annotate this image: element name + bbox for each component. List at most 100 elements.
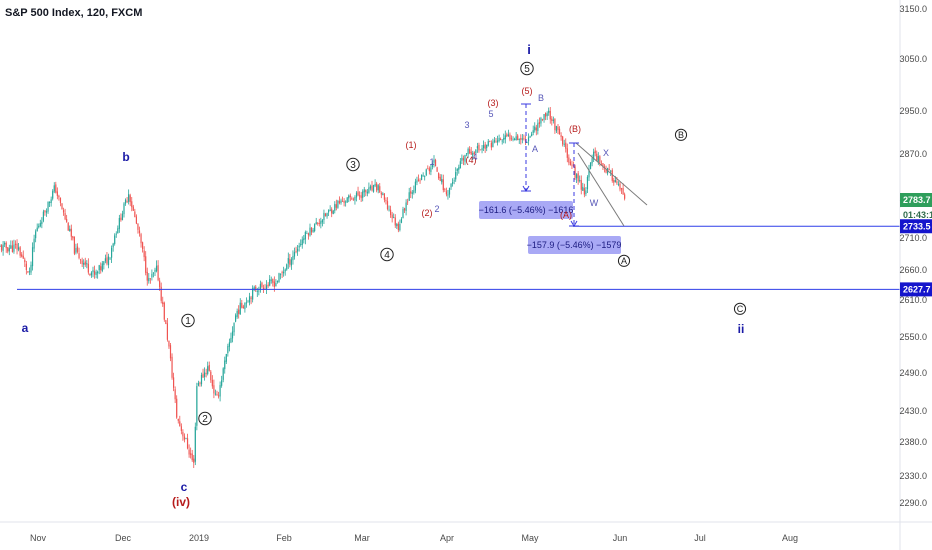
candle	[399, 219, 401, 232]
wave-label-circle-5-circle	[520, 61, 534, 76]
candle-body	[424, 176, 426, 178]
candle-body	[317, 223, 319, 225]
candle-body	[447, 194, 449, 196]
candle-body	[35, 231, 37, 239]
candle-body	[622, 188, 624, 195]
candle-body	[548, 110, 550, 113]
candle	[548, 107, 550, 116]
candle-body	[159, 280, 161, 288]
candle-body	[506, 134, 508, 137]
time-axis[interactable]: Nov Dec 2019 Feb Mar Apr May Jun Jul Aug	[0, 521, 932, 543]
candle	[469, 146, 471, 155]
candle	[0, 244, 3, 253]
candle-body	[483, 145, 485, 149]
candle-body	[297, 248, 299, 252]
candle	[202, 368, 204, 378]
candle-body	[374, 183, 376, 186]
candle	[205, 368, 207, 378]
candle	[244, 302, 246, 313]
candle	[64, 208, 66, 221]
candle-body	[328, 210, 330, 213]
candle-body	[179, 421, 181, 427]
chart-title: S&P 500 Index, 120, FXCM	[5, 7, 143, 19]
candle	[476, 142, 478, 153]
candle-body	[594, 150, 596, 154]
candle	[324, 212, 327, 217]
wave-label-c: c	[181, 480, 188, 494]
candle	[56, 187, 58, 200]
candle-body	[380, 192, 382, 195]
candle-body	[225, 353, 227, 362]
candle	[407, 198, 409, 205]
candle	[39, 219, 41, 228]
candle	[62, 207, 65, 216]
bar-countdown-tag-bg	[900, 208, 932, 222]
candle	[53, 182, 55, 194]
candle-body	[377, 185, 379, 191]
candle	[348, 194, 350, 203]
candle-body	[275, 282, 277, 287]
candle	[455, 167, 457, 182]
price-axis[interactable]: 3150.03050.02950.02870.02790.02710.02660…	[899, 0, 932, 550]
candle-body	[557, 126, 559, 130]
wave-label-minor-a: A	[532, 144, 538, 154]
candle-body	[93, 271, 96, 275]
candle-body	[132, 206, 134, 211]
candle	[552, 116, 554, 124]
candle	[216, 390, 218, 396]
candle	[486, 144, 488, 152]
candle-body	[526, 141, 528, 143]
candle	[481, 144, 483, 154]
candle-body	[617, 183, 620, 185]
candle-body	[554, 118, 556, 131]
candle-body	[586, 176, 589, 190]
candle-body	[351, 198, 353, 200]
wave-label-circle-1-circle	[181, 313, 195, 328]
candle	[408, 187, 410, 201]
candle	[320, 217, 322, 229]
candle-body	[310, 227, 313, 233]
candle-body	[41, 221, 43, 225]
candle	[5, 241, 7, 253]
candle-body	[276, 281, 279, 282]
measure-label-1: −161.6 (−5.46%) −1616	[479, 205, 574, 215]
candle-body	[233, 323, 235, 333]
candle-body	[259, 283, 261, 290]
candle-body	[428, 168, 430, 172]
candle	[163, 301, 165, 322]
candle	[351, 196, 353, 201]
candle-body	[118, 217, 120, 229]
candle-body	[31, 247, 34, 267]
candle	[571, 160, 573, 170]
candle-body	[386, 201, 389, 210]
y-tick-label: 2870.0	[899, 149, 927, 159]
x-tick-label: Nov	[30, 533, 47, 543]
candle-body	[402, 209, 404, 218]
candle	[255, 284, 257, 293]
candle	[165, 319, 167, 325]
candle-body	[593, 151, 595, 160]
candle-body	[472, 153, 474, 156]
candle	[50, 196, 52, 207]
candle-body	[391, 214, 393, 219]
candle	[118, 214, 120, 233]
candle-body	[475, 149, 477, 154]
candle	[182, 429, 184, 441]
candle	[188, 444, 190, 458]
candle	[541, 118, 544, 122]
candle	[424, 175, 426, 181]
candle-body	[214, 393, 217, 395]
candle	[44, 210, 46, 216]
candle	[281, 270, 283, 278]
candle-body	[470, 151, 472, 155]
candle-body	[171, 356, 173, 378]
candle-body	[405, 202, 407, 211]
candle-body	[140, 234, 142, 244]
candle	[619, 181, 621, 192]
candle	[354, 195, 356, 205]
hline-tag-2733: 2733.5	[900, 219, 932, 234]
candle	[168, 340, 170, 349]
candle-body	[394, 217, 396, 226]
candle	[230, 332, 232, 344]
